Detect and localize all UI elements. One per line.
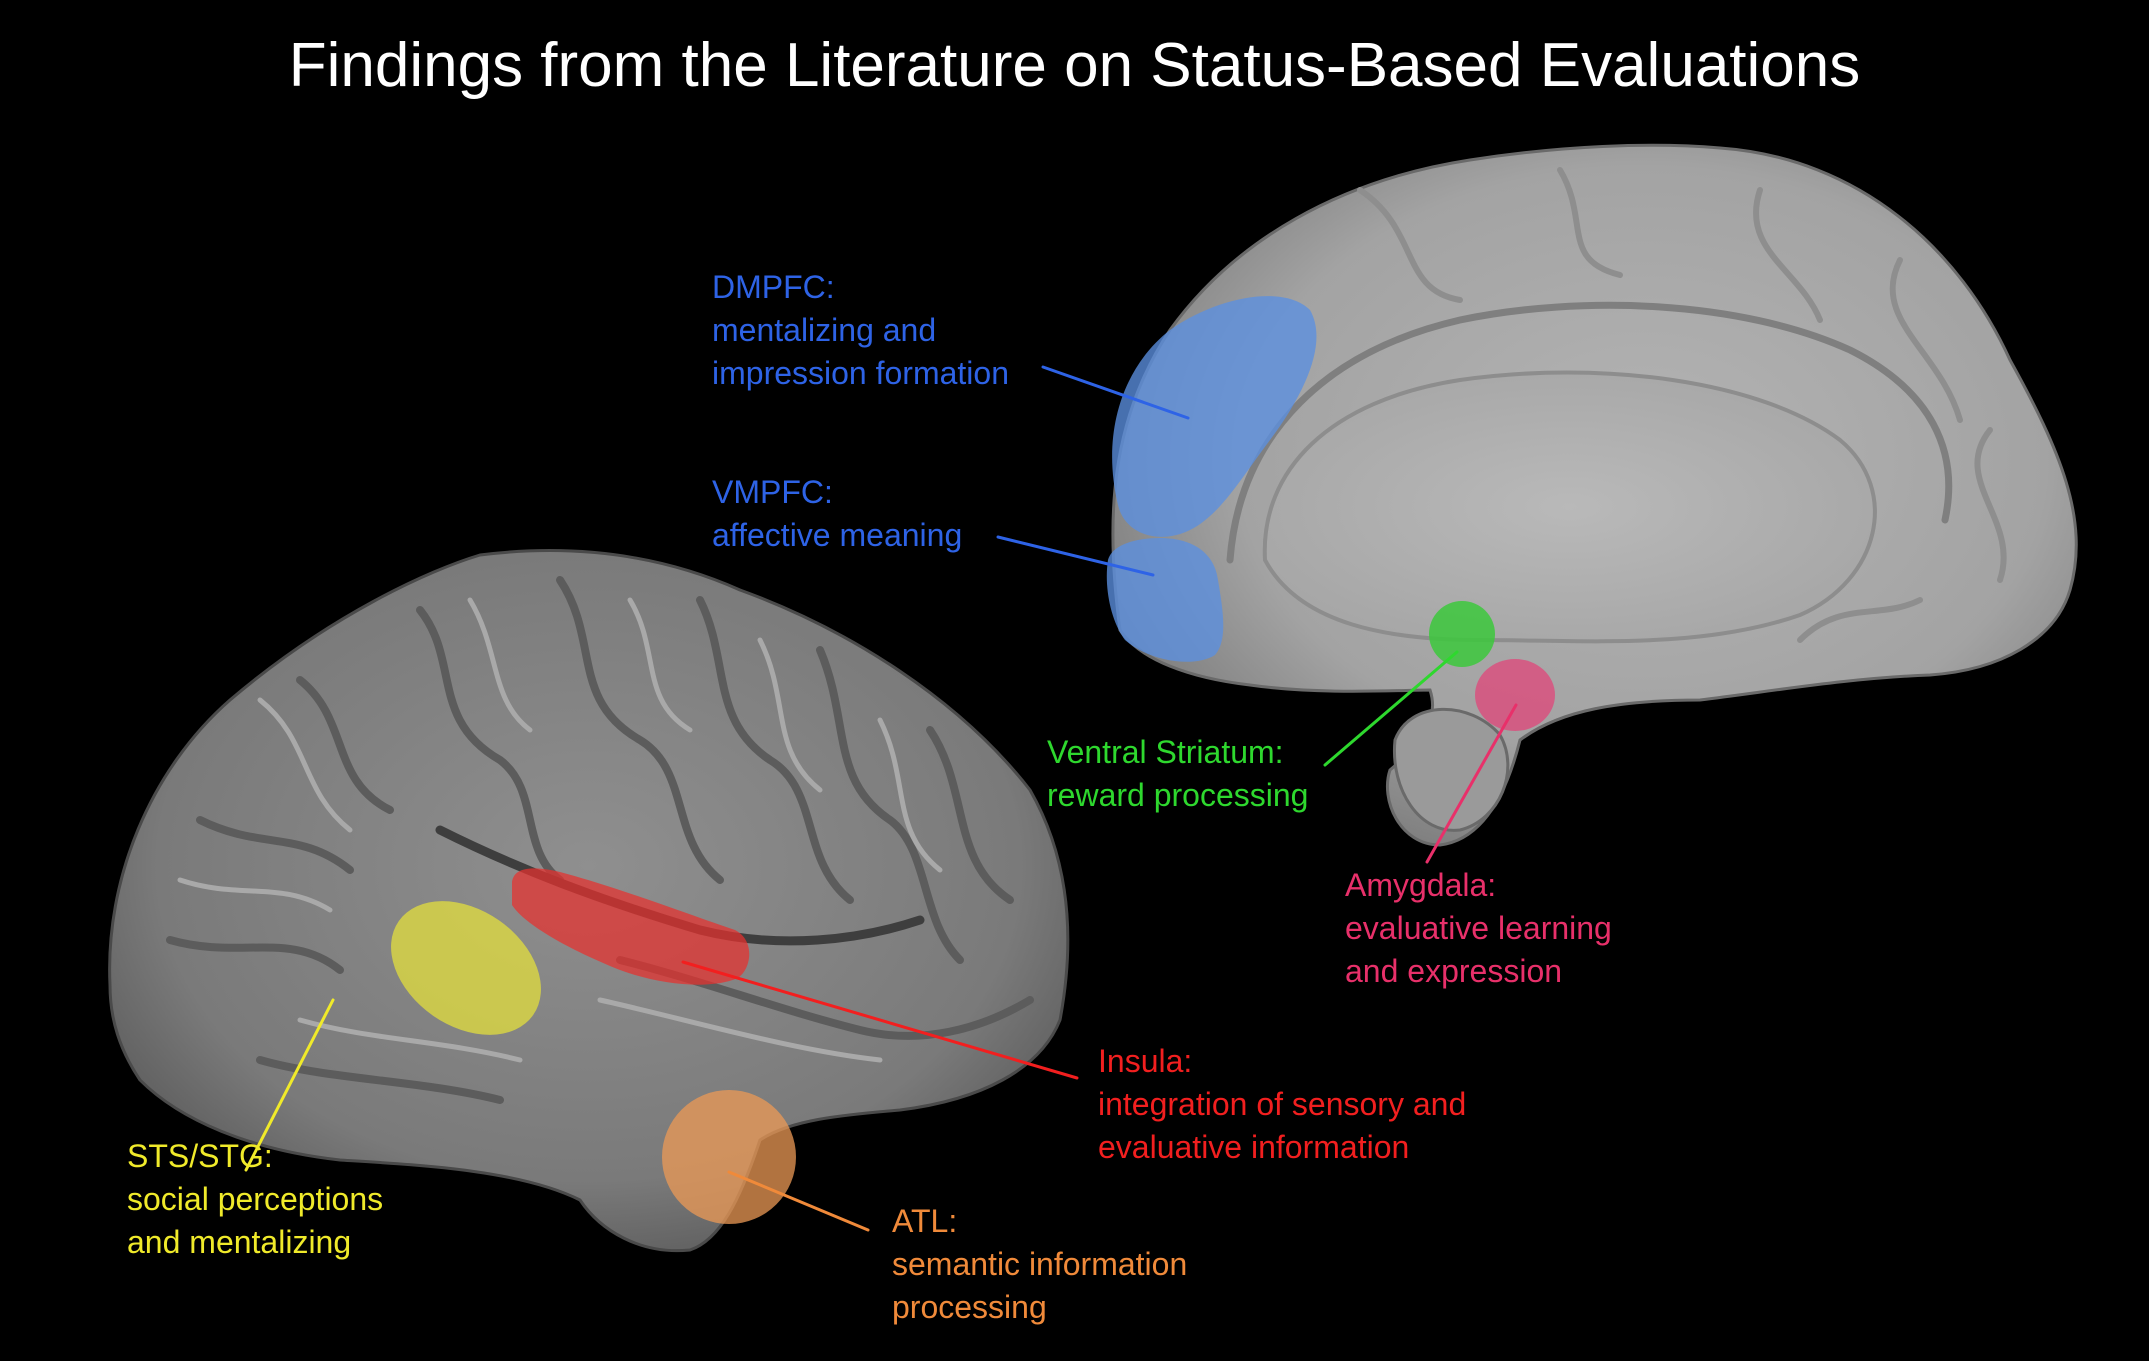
atl-label: ATL: semantic information processing <box>892 1200 1187 1329</box>
ventral-striatum-label: Ventral Striatum: reward processing <box>1047 731 1308 817</box>
temporal-pole-medial <box>1392 707 1510 832</box>
sts-stg-label-line-1: social perceptions <box>127 1181 384 1217</box>
lateral-gyrus-folds <box>166 576 1034 1104</box>
amygdala-region <box>1475 659 1555 731</box>
vmpfc-label: VMPFC: affective meaning <box>712 471 962 557</box>
atl-label-line-2: processing <box>892 1289 1047 1325</box>
vmpfc-region <box>1106 538 1224 662</box>
atl-label-name: ATL: <box>892 1203 958 1239</box>
insula-label: Insula: integration of sensory and evalu… <box>1098 1040 1466 1169</box>
leader-lines <box>244 365 1518 1232</box>
insula-label-line-1: integration of sensory and <box>1098 1086 1467 1122</box>
cingulate-sulcus <box>1226 301 1953 564</box>
atl-leader-line <box>727 1170 870 1232</box>
sts-stg-label: STS/STG: social perceptions and mentaliz… <box>127 1135 383 1264</box>
amygdala-label-line-1: evaluative learning <box>1345 910 1612 946</box>
ventral-striatum-leader-line <box>1323 650 1459 767</box>
ventral-striatum-label-name: Ventral Striatum: <box>1047 734 1284 770</box>
vmpfc-label-name: VMPFC: <box>712 474 833 510</box>
corpus-callosum <box>1262 370 1877 644</box>
dmpfc-leader-line <box>1041 365 1190 420</box>
ventral-striatum-label-line-1: reward processing <box>1047 777 1309 813</box>
amygdala-label-name: Amygdala: <box>1345 867 1497 903</box>
lateral-gyrus-highlights <box>177 597 943 1063</box>
region-highlights <box>391 296 1555 1224</box>
insula-label-line-2: evaluative information <box>1098 1129 1410 1165</box>
atl-region <box>662 1090 796 1224</box>
dmpfc-label-line-1: mentalizing and <box>712 312 937 348</box>
amygdala-label-line-2: and expression <box>1345 953 1563 989</box>
medial-gyrus-folds <box>1357 167 2007 643</box>
sts-stg-label-line-2: and mentalizing <box>127 1224 352 1260</box>
sts-stg-region <box>391 901 541 1035</box>
dmpfc-label-line-2: impression formation <box>712 355 1009 391</box>
atl-label-line-1: semantic information <box>892 1246 1188 1282</box>
dmpfc-label-name: DMPFC: <box>712 269 835 305</box>
ventral-striatum-region <box>1429 601 1495 667</box>
sts-stg-label-name: STS/STG: <box>127 1138 273 1174</box>
amygdala-leader-line <box>1425 703 1518 864</box>
sts-stg-leader-line <box>244 998 335 1172</box>
amygdala-label: Amygdala: evaluative learning and expres… <box>1345 864 1612 993</box>
dmpfc-label: DMPFC: mentalizing and impression format… <box>712 266 1009 395</box>
insula-leader-line <box>681 960 1079 1080</box>
vmpfc-leader-line <box>996 535 1155 577</box>
insula-label-name: Insula: <box>1098 1043 1193 1079</box>
vmpfc-label-line-1: affective meaning <box>712 517 963 553</box>
insula-region <box>512 868 750 985</box>
figure-title: Findings from the Literature on Status-B… <box>288 31 1861 100</box>
medial-brain-view <box>1111 143 2078 847</box>
dmpfc-region <box>1112 296 1317 537</box>
